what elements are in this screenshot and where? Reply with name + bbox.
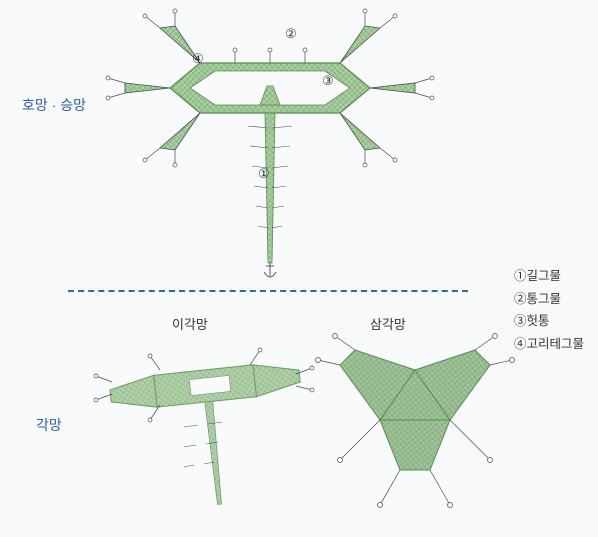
marker-1: ① — [258, 166, 270, 181]
legend-item: ②통그물 — [514, 288, 584, 311]
marker-3: ③ — [322, 73, 334, 88]
marker-2: ② — [285, 26, 297, 41]
diagram-samgakmang — [300, 330, 530, 530]
diagram-igakmang — [90, 330, 320, 530]
diagram-homang: ① ② ③ ④ — [100, 8, 520, 288]
section1-label: 호망 · 승망 — [22, 95, 86, 115]
section2-label: 각망 — [36, 415, 62, 435]
legend-item: ①길그물 — [514, 265, 584, 288]
marker-4: ④ — [192, 51, 204, 66]
section-divider — [68, 290, 468, 292]
